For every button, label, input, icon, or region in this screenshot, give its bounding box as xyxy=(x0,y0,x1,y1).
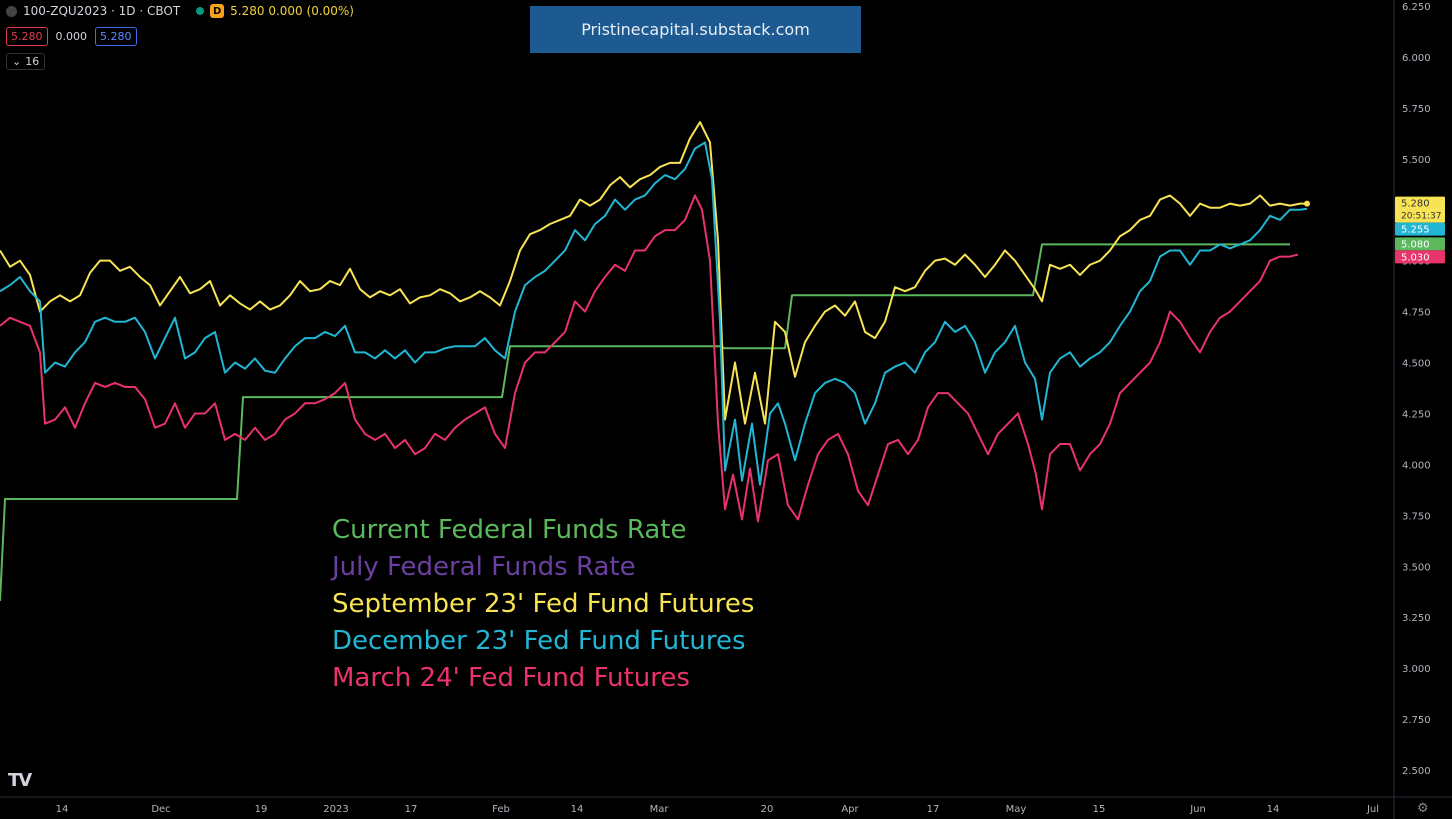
x-tick-label: 17 xyxy=(405,804,418,815)
y-tick-label: 6.250 xyxy=(1402,2,1431,13)
chevron-down-icon: ⌄ xyxy=(12,55,22,68)
y-tick-label: 5.500 xyxy=(1402,155,1431,166)
x-tick-label: Apr xyxy=(841,804,859,815)
y-tick-label: 4.250 xyxy=(1402,409,1431,420)
price-label: 5.030 xyxy=(1401,252,1430,263)
y-tick-label: 2.500 xyxy=(1402,766,1431,777)
series-line xyxy=(0,141,1308,486)
gear-icon[interactable]: ⚙ xyxy=(1417,801,1429,816)
x-tick-label: 14 xyxy=(56,804,69,815)
x-tick-label: 20 xyxy=(761,804,774,815)
symbol-header: 100-ZQU2023 · 1D · CBOT D 5.280 0.000 (0… xyxy=(6,4,354,18)
legend: Current Federal Funds Rate July Federal F… xyxy=(332,512,754,697)
x-tick-label: 17 xyxy=(927,804,940,815)
x-tick-label: 15 xyxy=(1093,804,1106,815)
legend-item: July Federal Funds Rate xyxy=(332,552,636,582)
last-price-dot xyxy=(1304,200,1310,207)
x-tick-label: Jul xyxy=(1366,804,1379,815)
sell-button[interactable]: 5.280 xyxy=(6,27,48,46)
bid-ask-row: 5.280 0.000 5.280 xyxy=(6,27,137,46)
legend-item: March 24' Fed Fund Futures xyxy=(332,663,690,693)
countdown-label: 20:51:37 xyxy=(1401,212,1441,222)
x-tick-label: 14 xyxy=(1267,804,1280,815)
price-label-box xyxy=(1395,196,1445,223)
delayed-badge: D xyxy=(210,4,225,18)
x-tick-label: 2023 xyxy=(323,804,348,815)
x-tick-label: Feb xyxy=(492,804,510,815)
tradingview-logo[interactable]: TV xyxy=(8,770,32,791)
series-line xyxy=(0,194,1299,523)
indicators-toggle[interactable]: ⌄ 16 xyxy=(6,53,46,70)
x-tick-label: 19 xyxy=(255,804,268,815)
legend-item: September 23' Fed Fund Futures xyxy=(332,589,755,619)
y-tick-label: 4.750 xyxy=(1402,308,1431,319)
x-tick-label: Mar xyxy=(650,804,670,815)
y-tick-label: 4.500 xyxy=(1402,359,1431,370)
price-label-box xyxy=(1395,237,1445,251)
y-tick-label: 4.000 xyxy=(1402,460,1431,471)
x-tick-label: Dec xyxy=(151,804,170,815)
symbol-icon xyxy=(6,5,17,17)
buy-button[interactable]: 5.280 xyxy=(95,27,137,46)
legend-item: December 23' Fed Fund Futures xyxy=(332,626,746,656)
y-tick-label: 6.000 xyxy=(1402,53,1431,64)
watermark-banner: Pristinecapital.substack.com xyxy=(530,6,861,53)
indicator-count: 16 xyxy=(25,55,40,68)
price-label: 5.255 xyxy=(1401,225,1430,236)
y-tick-label: 3.000 xyxy=(1402,664,1431,675)
legend-item: Current Federal Funds Rate xyxy=(332,515,687,545)
market-status-icon xyxy=(196,7,205,15)
x-tick-label: May xyxy=(1006,804,1027,815)
price-label: 5.280 xyxy=(1401,199,1430,210)
y-tick-label: 3.750 xyxy=(1402,511,1431,522)
y-tick-label: 5.750 xyxy=(1402,104,1431,115)
price-label: 5.080 xyxy=(1401,239,1430,250)
price-label-box xyxy=(1395,222,1445,236)
x-tick-label: 14 xyxy=(571,804,584,815)
symbol-line[interactable]: 100-ZQU2023 · 1D · CBOT xyxy=(23,4,181,18)
y-tick-label: 2.750 xyxy=(1402,715,1431,726)
x-tick-label: Jun xyxy=(1189,804,1206,815)
y-tick-label: 3.500 xyxy=(1402,562,1431,573)
price-label-box xyxy=(1395,250,1445,264)
spread-value: 0.000 xyxy=(55,30,88,43)
series-line xyxy=(0,121,1307,425)
quote-values: 5.280 0.000 (0.00%) xyxy=(230,4,354,18)
y-tick-label: 3.250 xyxy=(1402,613,1431,624)
